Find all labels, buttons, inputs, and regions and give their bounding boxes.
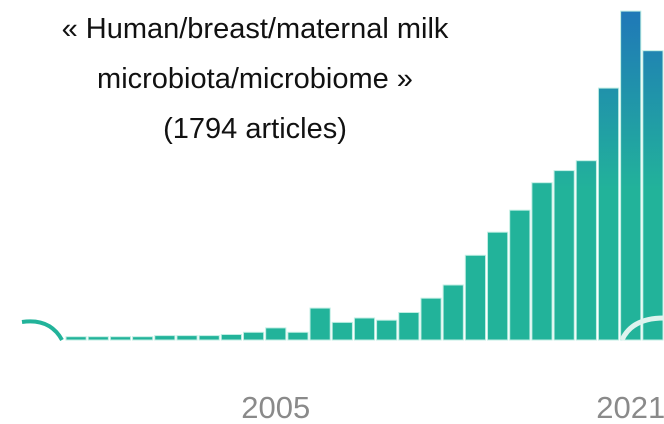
x-tick-label: 2005 xyxy=(241,390,310,424)
bar xyxy=(420,297,442,341)
slider-handle-right xyxy=(619,315,664,342)
bar xyxy=(309,307,331,341)
bar xyxy=(265,327,287,341)
bar xyxy=(220,334,242,341)
bars xyxy=(65,10,664,341)
bar xyxy=(531,182,553,341)
bar xyxy=(132,336,154,341)
bar xyxy=(109,336,132,341)
bar xyxy=(331,321,353,341)
bar xyxy=(287,331,309,341)
bar xyxy=(65,336,87,341)
x-tick-label: 2021 xyxy=(596,390,664,424)
bar xyxy=(509,209,531,341)
bar xyxy=(575,160,597,341)
bar xyxy=(597,87,620,341)
slider-handle-left xyxy=(21,319,64,342)
bar xyxy=(487,231,509,341)
bar xyxy=(176,335,198,341)
title-line: microbiota/microbiome » xyxy=(97,63,413,95)
bar xyxy=(154,335,176,341)
bar xyxy=(376,319,398,341)
bar xyxy=(642,50,664,341)
bar xyxy=(87,336,109,341)
bar xyxy=(353,317,376,341)
bar xyxy=(198,335,220,341)
bar xyxy=(398,312,420,341)
bar xyxy=(620,10,642,341)
bar xyxy=(464,254,487,341)
bar xyxy=(442,284,464,341)
bar xyxy=(553,170,575,341)
bar xyxy=(242,331,265,341)
title-line: « Human/breast/maternal milk xyxy=(62,13,449,45)
title-line: (1794 articles) xyxy=(163,113,347,145)
